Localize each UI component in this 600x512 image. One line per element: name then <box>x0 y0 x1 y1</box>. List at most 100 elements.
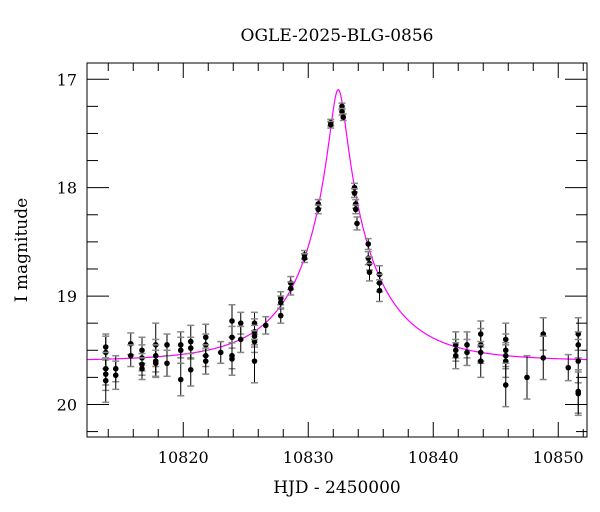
axis-ticks: 10820 10830 10840 10850 17 18 19 20 <box>57 63 587 467</box>
chart-title: OGLE-2025-BLG-0856 <box>241 26 434 46</box>
point-marker <box>217 349 224 356</box>
data-point <box>523 354 531 400</box>
point-marker <box>262 322 269 329</box>
point-marker <box>502 382 509 388</box>
point-marker <box>339 108 345 115</box>
point-marker <box>237 320 244 326</box>
model-curve <box>86 88 588 361</box>
point-marker <box>277 299 284 306</box>
y-tick-label: 19 <box>57 287 77 306</box>
point-marker <box>477 358 484 364</box>
data-point <box>102 358 110 404</box>
data-point <box>202 347 210 375</box>
point-marker <box>277 312 284 319</box>
point-marker <box>366 269 373 276</box>
point-marker <box>139 365 145 372</box>
data-point <box>217 340 225 365</box>
data-point <box>138 357 146 381</box>
data-point <box>564 353 572 382</box>
point-marker <box>187 366 194 373</box>
point-marker <box>327 121 334 128</box>
data-point <box>152 349 160 378</box>
point-marker <box>502 358 509 364</box>
point-marker <box>524 374 530 381</box>
point-marker <box>229 356 235 362</box>
data-point <box>237 325 245 354</box>
point-marker <box>365 241 372 247</box>
y-axis-label: I magnitude <box>12 198 32 302</box>
point-marker <box>251 358 258 364</box>
point-marker <box>202 358 209 364</box>
data-point <box>366 262 373 282</box>
data-point <box>452 341 460 370</box>
point-marker <box>352 206 359 213</box>
data-point <box>187 352 195 387</box>
data-point <box>502 344 510 379</box>
data-point <box>163 349 171 378</box>
data-point <box>364 237 372 251</box>
data-point <box>314 204 322 215</box>
point-marker <box>177 347 184 354</box>
data-point <box>112 360 120 391</box>
plot-frame <box>86 62 588 438</box>
data-point <box>301 253 308 264</box>
data-point <box>352 204 360 215</box>
data-point <box>351 188 358 199</box>
point-marker <box>376 287 383 294</box>
model-curve-group <box>86 88 588 361</box>
point-marker <box>351 190 358 196</box>
point-marker <box>164 360 170 367</box>
data-point <box>228 341 236 376</box>
point-marker <box>452 352 459 359</box>
data-point <box>327 120 335 129</box>
point-marker <box>152 360 159 367</box>
point-marker <box>365 255 372 261</box>
point-marker <box>340 114 347 121</box>
point-marker <box>575 358 582 364</box>
point-marker <box>229 334 235 341</box>
data-point <box>502 362 510 408</box>
point-marker <box>112 372 119 379</box>
point-marker <box>287 285 294 292</box>
point-marker <box>177 376 184 383</box>
data-point <box>477 344 485 379</box>
point-marker <box>301 255 308 261</box>
point-marker <box>540 355 547 361</box>
point-marker <box>354 220 360 227</box>
x-tick-label: 10850 <box>533 448 584 467</box>
point-marker <box>464 349 470 356</box>
data-point <box>177 362 185 397</box>
data-point <box>177 336 185 365</box>
data-point <box>574 371 582 417</box>
point-marker <box>315 206 322 213</box>
point-marker <box>187 345 194 351</box>
data-point <box>262 315 270 335</box>
y-tick-label: 17 <box>57 70 77 89</box>
y-tick-label: 18 <box>57 179 77 198</box>
data-point <box>127 344 135 368</box>
data-point <box>277 307 285 324</box>
point-marker <box>164 342 170 348</box>
x-tick-label: 10840 <box>408 448 459 467</box>
x-axis-label: HJD - 2450000 <box>273 478 401 498</box>
data-point <box>539 335 547 381</box>
point-marker <box>237 336 244 343</box>
point-marker <box>339 103 345 110</box>
point-marker <box>229 318 235 324</box>
data-point <box>339 113 347 122</box>
point-marker <box>102 377 109 384</box>
point-marker <box>575 390 582 397</box>
data-point <box>338 102 346 111</box>
data-point <box>353 216 361 231</box>
point-marker <box>127 352 134 359</box>
data-point <box>376 279 383 303</box>
point-marker <box>540 331 547 337</box>
y-tick-label: 20 <box>57 395 77 414</box>
data-points <box>102 102 582 417</box>
x-tick-label: 10820 <box>158 448 209 467</box>
data-point <box>251 338 258 384</box>
x-tick-label: 10830 <box>283 448 334 467</box>
point-marker <box>565 364 572 371</box>
data-point <box>287 281 295 296</box>
